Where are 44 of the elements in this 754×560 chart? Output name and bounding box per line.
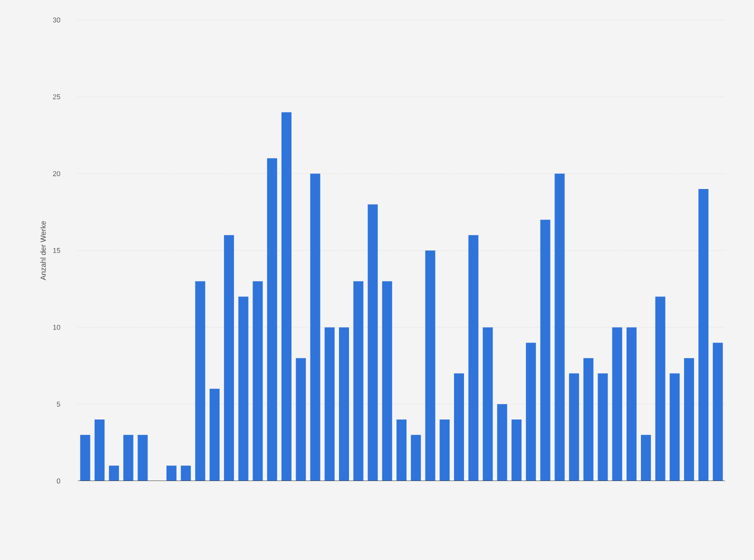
bar (324, 327, 335, 481)
bar (338, 327, 349, 481)
bar (569, 373, 580, 481)
bar (526, 342, 536, 481)
bar (224, 235, 234, 481)
bar (281, 112, 292, 481)
bar (210, 388, 220, 481)
bar (598, 373, 608, 481)
bar (712, 342, 723, 481)
bar (512, 420, 522, 481)
bar (296, 358, 306, 481)
bar (626, 327, 637, 481)
bar (540, 220, 550, 481)
bar (655, 296, 666, 481)
bar (368, 204, 378, 481)
bar (482, 327, 493, 481)
bar (612, 327, 622, 481)
bar (138, 434, 148, 481)
bar (94, 420, 105, 481)
bar (353, 281, 364, 481)
bar (440, 420, 450, 481)
bar (684, 358, 694, 481)
bar (195, 281, 206, 481)
bar (252, 281, 263, 481)
bar (80, 434, 90, 481)
bar (640, 434, 651, 481)
bar (425, 250, 436, 481)
bar (382, 281, 392, 481)
bar (554, 174, 565, 481)
bar (123, 434, 134, 481)
bar (166, 466, 176, 481)
bar (670, 373, 680, 481)
bar (454, 373, 464, 481)
bar (583, 358, 594, 481)
bar (238, 296, 248, 481)
bar (698, 189, 708, 481)
bar (497, 404, 508, 481)
bar (396, 420, 407, 481)
bar (180, 466, 191, 481)
bar (468, 235, 478, 481)
bar (310, 174, 320, 481)
bar (108, 466, 119, 481)
bar (410, 434, 421, 481)
bar (267, 158, 278, 481)
